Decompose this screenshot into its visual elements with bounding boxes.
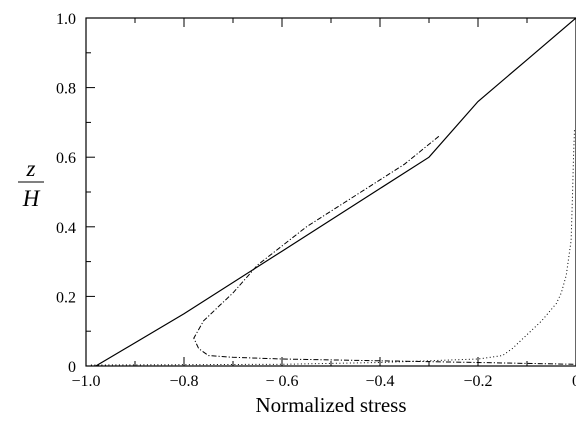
y-tick-label: 0.4 [56,220,76,237]
y-axis-title-denominator: H [22,186,41,211]
axis-ticks: −1.0 −0.8 − 0.6 −0.4 −0.2 0 0 0.2 0.4 0.6 0.8 1.0 [56,11,576,390]
x-tick-label: −0.2 [463,373,492,390]
y-tick-label: 0 [68,359,76,376]
y-tick-label: 0.8 [56,81,76,98]
y-axis-title-numerator: z [26,156,36,181]
x-tick-label: − 0.6 [265,373,298,390]
y-tick-label: 0.2 [56,289,76,306]
x-tick-label: −0.8 [169,373,198,390]
series-line-solid [95,17,576,367]
x-tick-label: −1.0 [71,373,100,390]
x-tick-label: −0.4 [365,373,394,390]
y-tick-label: 1.0 [56,11,76,28]
plot-frame [85,17,576,367]
series-line-dashdot [193,135,576,365]
x-axis-title: Normalized stress [255,393,406,417]
y-tick-label: 0.6 [56,150,76,167]
x-tick-label: 0 [572,373,576,390]
y-axis-title: z H [18,156,44,211]
series-line-dotted [90,129,575,366]
series-layer [90,17,576,367]
